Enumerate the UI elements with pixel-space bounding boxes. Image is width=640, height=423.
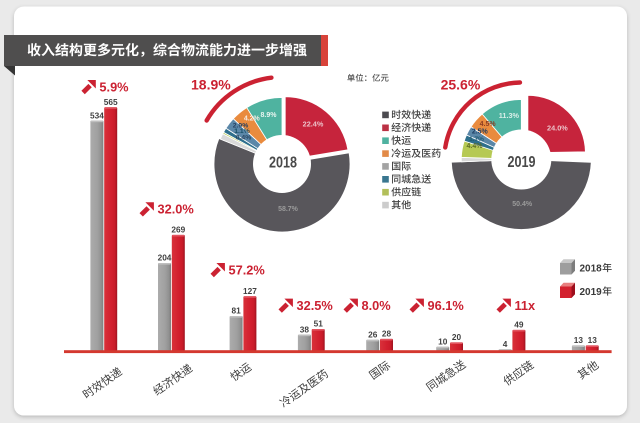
svg-text:13: 13 <box>588 335 598 345</box>
svg-text:32.5%: 32.5% <box>297 298 334 313</box>
svg-text:2019: 2019 <box>580 287 603 298</box>
svg-text:10: 10 <box>438 336 448 346</box>
svg-text:51: 51 <box>314 319 324 329</box>
svg-text:565: 565 <box>104 97 118 107</box>
svg-text:24.0%: 24.0% <box>547 123 568 132</box>
svg-text:96.1%: 96.1% <box>428 298 465 313</box>
svg-text:534: 534 <box>90 110 104 120</box>
svg-text:269: 269 <box>171 225 185 235</box>
svg-text:11.3%: 11.3% <box>499 111 520 120</box>
svg-text:50.4%: 50.4% <box>512 201 533 208</box>
svg-text:8.9%: 8.9% <box>261 112 278 119</box>
svg-text:28: 28 <box>382 329 392 339</box>
svg-text:32.0%: 32.0% <box>158 202 195 217</box>
svg-text:18.9%: 18.9% <box>191 77 231 93</box>
svg-text:25.6%: 25.6% <box>441 76 481 92</box>
svg-text:2.5%: 2.5% <box>472 129 489 136</box>
svg-text:11x: 11x <box>515 298 537 313</box>
svg-text:57.2%: 57.2% <box>229 262 266 277</box>
svg-text:0.4%: 0.4% <box>236 135 252 142</box>
svg-text:58.7%: 58.7% <box>278 206 299 213</box>
svg-text:4.4%: 4.4% <box>467 143 484 150</box>
svg-text:20: 20 <box>452 332 462 342</box>
svg-text:204: 204 <box>158 253 172 263</box>
svg-text:4: 4 <box>503 339 508 349</box>
svg-text:4.2%: 4.2% <box>244 115 261 122</box>
svg-text:81: 81 <box>231 306 241 316</box>
svg-text:38: 38 <box>300 324 310 334</box>
svg-text:5.9%: 5.9% <box>99 79 129 94</box>
svg-text:2.9%: 2.9% <box>233 123 249 130</box>
svg-text:8.0%: 8.0% <box>362 298 392 313</box>
svg-text:2019: 2019 <box>508 154 536 171</box>
svg-text:2018: 2018 <box>580 263 603 274</box>
svg-text:26: 26 <box>368 329 378 339</box>
svg-text:2018: 2018 <box>269 155 297 172</box>
svg-text:1.7%: 1.7% <box>469 136 484 143</box>
svg-text:127: 127 <box>243 286 257 296</box>
svg-text:1.1%: 1.1% <box>234 128 250 135</box>
svg-text:49: 49 <box>514 320 524 330</box>
svg-text:4.5%: 4.5% <box>480 121 497 128</box>
svg-text:22.4%: 22.4% <box>303 119 324 128</box>
svg-text:13: 13 <box>574 335 584 345</box>
